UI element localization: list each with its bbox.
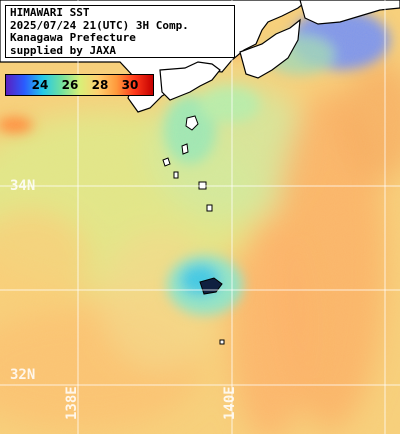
island-mikurajima [206, 204, 213, 212]
info-title: HIMAWARI SST [10, 6, 90, 19]
temperature-color-scale: 24 26 28 30 [5, 74, 154, 96]
info-region: Kanagawa Prefecture [10, 31, 136, 44]
scale-gradient [6, 75, 153, 95]
island-oshima [185, 115, 199, 131]
scale-tick-30: 30 [121, 78, 139, 92]
scale-tick-26: 26 [61, 78, 79, 92]
lon-label-140e: 140E [222, 386, 238, 420]
island-kozushima [173, 171, 179, 179]
izu-peninsula [159, 61, 221, 101]
island-niijima [162, 157, 171, 167]
boso-peninsula [239, 18, 301, 79]
info-datetime: 2025/07/24 21(UTC) 3H Comp. [10, 18, 189, 32]
info-box: HIMAWARI SST 2025/07/24 21(UTC) 3H Comp.… [5, 5, 235, 58]
east-coast [299, 0, 400, 25]
lat-label-32n: 32N [10, 367, 36, 383]
island-small [219, 339, 225, 345]
island-toshima [181, 143, 189, 155]
scale-tick-28: 28 [91, 78, 109, 92]
scale-tick-24: 24 [31, 78, 49, 92]
info-source: supplied by JAXA [10, 43, 116, 57]
lon-label-138e: 138E [64, 386, 80, 420]
lat-label-34n: 34N [10, 178, 36, 194]
